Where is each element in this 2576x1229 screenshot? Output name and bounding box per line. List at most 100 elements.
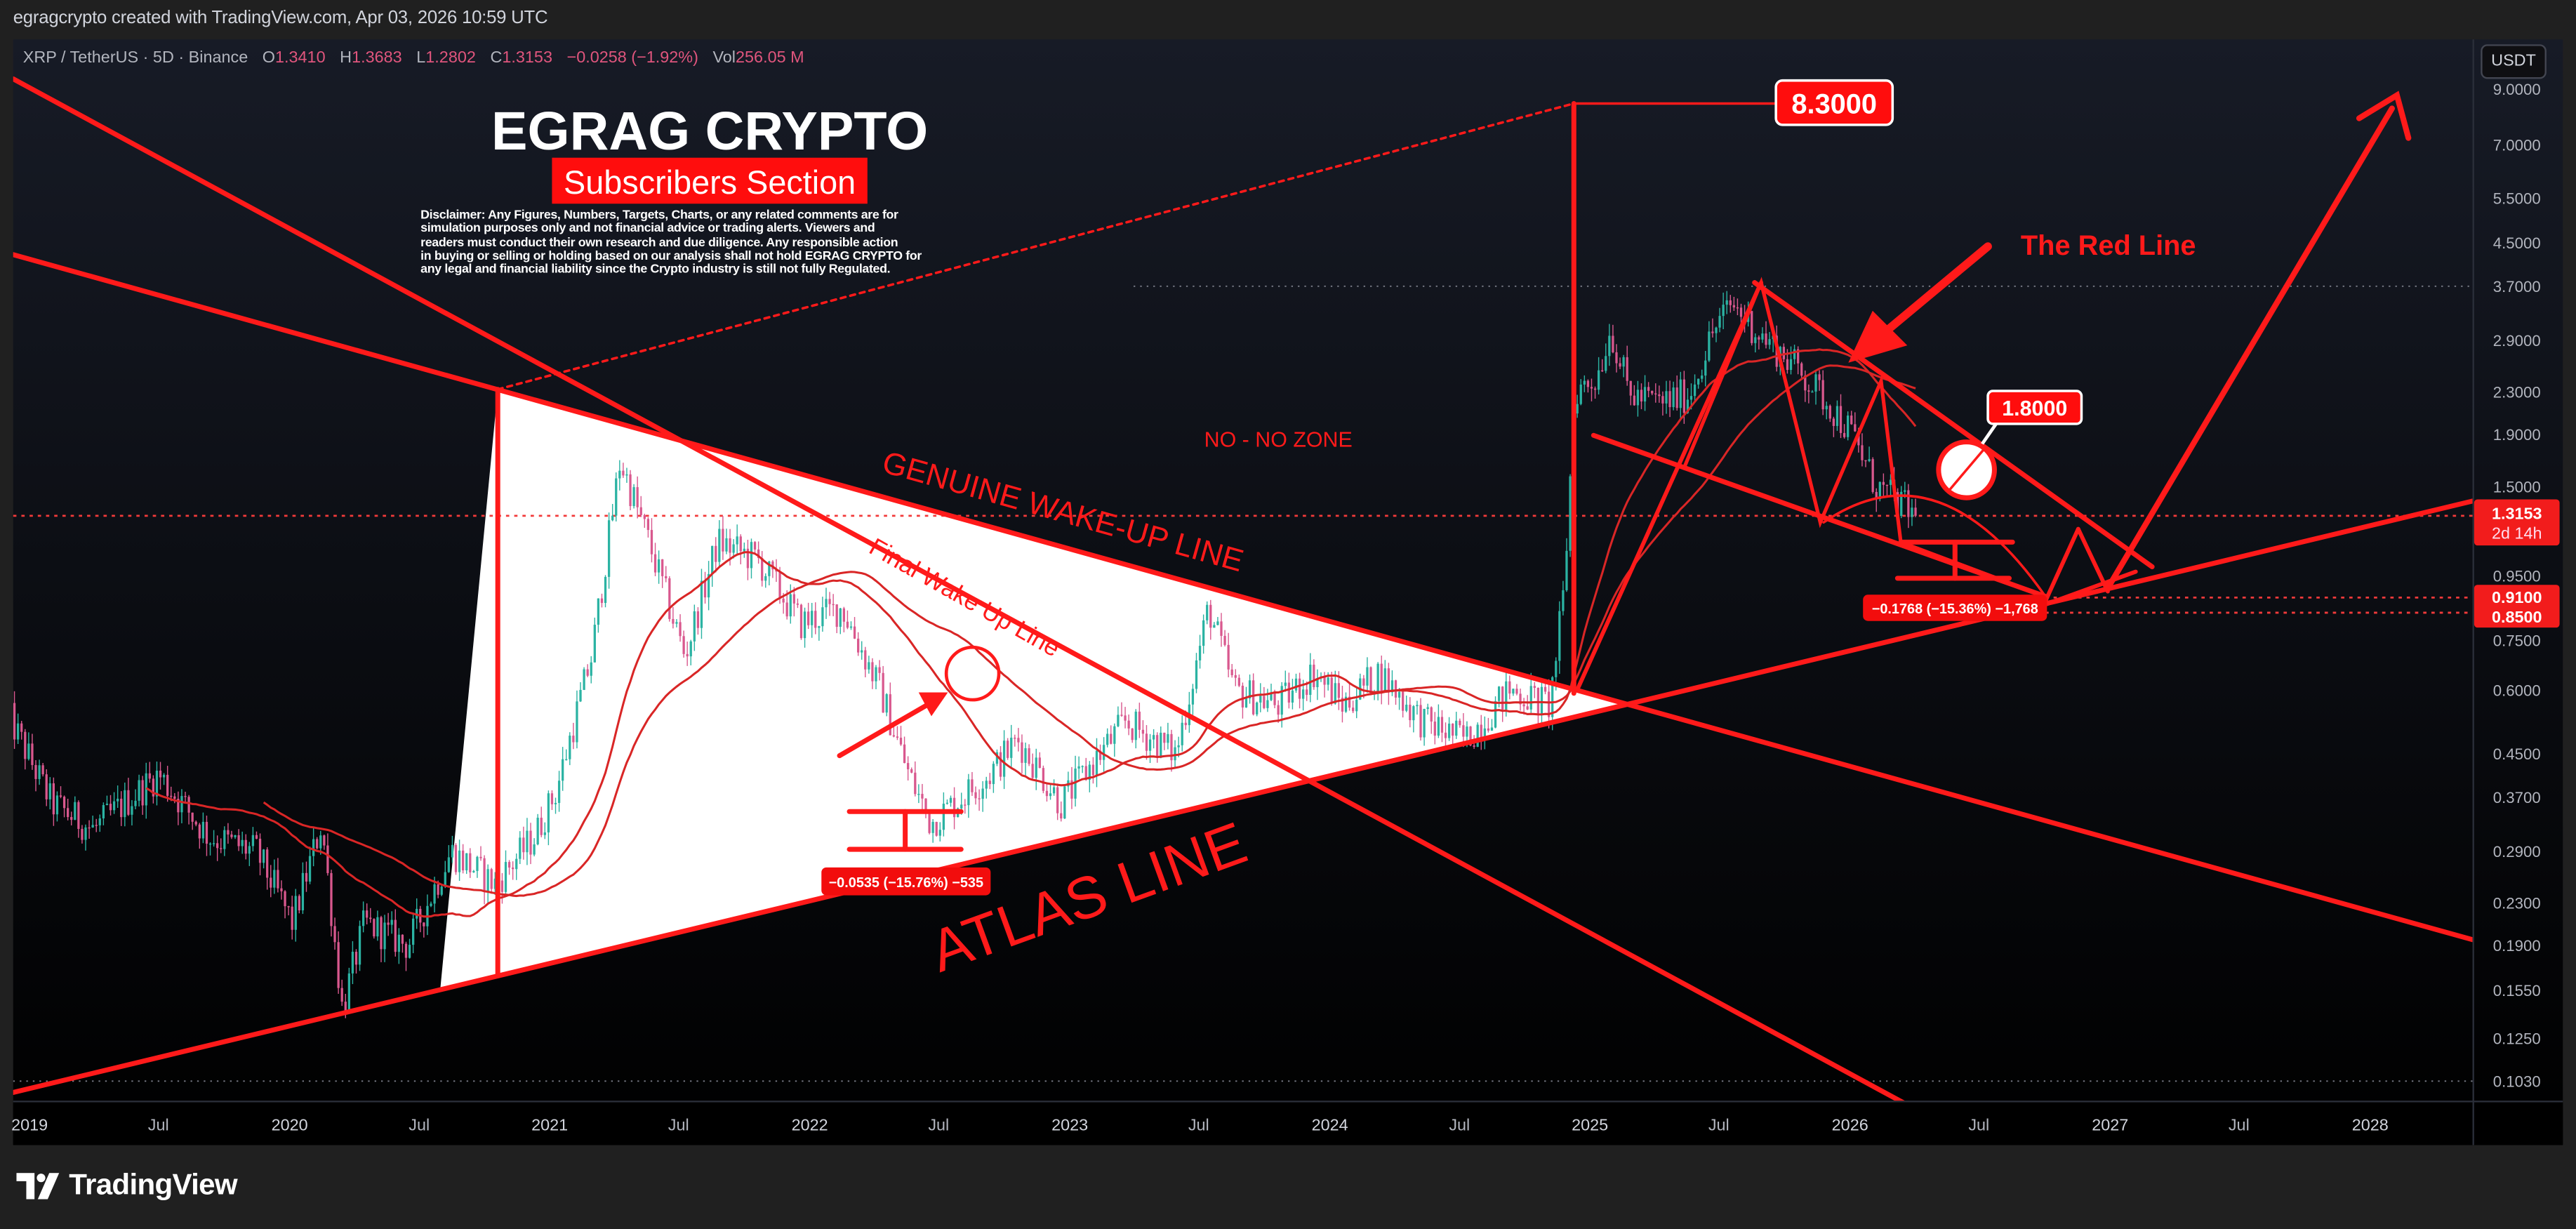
symbol-name[interactable]: XRP / TetherUS · 5D · Binance — [22, 49, 248, 67]
candle — [1608, 336, 1611, 357]
red-line-label: The Red Line — [2021, 230, 2196, 261]
candle — [423, 922, 425, 926]
vol-value: 256.05 M — [736, 49, 804, 67]
candle — [675, 622, 678, 624]
candle — [782, 598, 785, 603]
candle — [707, 573, 710, 598]
candle — [1487, 728, 1490, 731]
candle — [1452, 723, 1454, 736]
candle — [540, 818, 543, 835]
candle — [519, 837, 522, 859]
candle — [201, 821, 205, 839]
candle — [1198, 646, 1202, 660]
candle — [194, 821, 197, 825]
candle — [10, 703, 12, 708]
candle — [1593, 388, 1597, 390]
candle — [1551, 677, 1554, 717]
candle — [255, 835, 258, 839]
candle — [404, 943, 408, 958]
level-circle-slash — [1947, 447, 1986, 493]
candle — [761, 557, 764, 581]
candle — [1569, 476, 1572, 551]
price-tick-label: 0.4500 — [2493, 745, 2541, 763]
candle — [586, 669, 589, 676]
candle — [665, 576, 668, 578]
candle — [454, 844, 458, 872]
low-label: L — [416, 49, 426, 67]
candle — [1070, 780, 1073, 799]
candle — [1074, 769, 1077, 799]
candle — [109, 804, 112, 811]
candle — [1565, 550, 1568, 590]
candle — [148, 773, 151, 779]
candle — [696, 611, 700, 628]
candle — [1184, 722, 1187, 726]
candle — [835, 604, 838, 627]
candle — [864, 650, 867, 670]
candle — [878, 667, 881, 673]
candle — [1110, 733, 1113, 744]
candle — [768, 561, 771, 576]
candle — [1508, 681, 1511, 694]
candle — [1800, 363, 1803, 376]
candle — [1084, 766, 1087, 780]
candle — [607, 520, 611, 577]
candle — [942, 804, 945, 830]
candle — [1768, 339, 1771, 345]
candle — [141, 780, 144, 806]
symbol-legend[interactable]: XRP / TetherUS · 5D · Binance O1.3410 H1… — [23, 49, 814, 67]
time-tick-label: 2024 — [1312, 1115, 1348, 1134]
candle — [1672, 387, 1675, 408]
candle — [458, 850, 461, 872]
candle — [344, 1002, 347, 1011]
candle — [853, 626, 856, 639]
candle — [1555, 660, 1558, 677]
candle — [330, 872, 333, 926]
candle — [1751, 311, 1753, 343]
candle — [437, 884, 439, 895]
time-axis[interactable] — [13, 1101, 2563, 1145]
candle — [486, 869, 489, 892]
candle — [1586, 380, 1590, 387]
candle — [1117, 715, 1120, 726]
candle — [1045, 790, 1049, 797]
candle — [1505, 681, 1508, 710]
candle — [1277, 705, 1280, 715]
candle — [999, 752, 1002, 777]
candle — [1028, 748, 1030, 764]
candle — [1038, 757, 1041, 769]
candle — [924, 798, 927, 811]
subscribers-text: Subscribers Section — [564, 164, 856, 201]
candle — [258, 838, 262, 863]
candle — [380, 917, 383, 950]
candle — [351, 952, 354, 974]
candle — [1383, 668, 1386, 693]
candle — [1344, 696, 1348, 712]
candle — [347, 973, 350, 1011]
candle — [1835, 406, 1839, 426]
candle — [41, 765, 44, 775]
candle — [686, 653, 689, 657]
chart-panel — [13, 39, 2563, 1145]
candle — [1241, 685, 1244, 707]
tradingview-logo[interactable]: TradingView — [16, 1168, 238, 1202]
candle — [323, 835, 326, 846]
candle — [1348, 696, 1351, 708]
currency-button[interactable]: USDT — [2481, 44, 2547, 79]
candle — [1031, 764, 1034, 778]
candle — [565, 759, 568, 761]
candle — [134, 800, 137, 806]
candle — [739, 536, 742, 552]
candle — [1113, 726, 1116, 744]
drawings-layer — [13, 76, 2473, 1101]
candle — [1864, 460, 1867, 462]
rally-line — [1575, 280, 1764, 692]
price-tick-label: 0.1550 — [2493, 982, 2541, 999]
candle — [1540, 686, 1543, 714]
candle — [1252, 680, 1255, 715]
candle — [62, 797, 66, 809]
candle — [1658, 394, 1661, 397]
target-arrow-shaft — [2104, 105, 2395, 592]
pointer-arrow-shaft — [837, 698, 936, 759]
